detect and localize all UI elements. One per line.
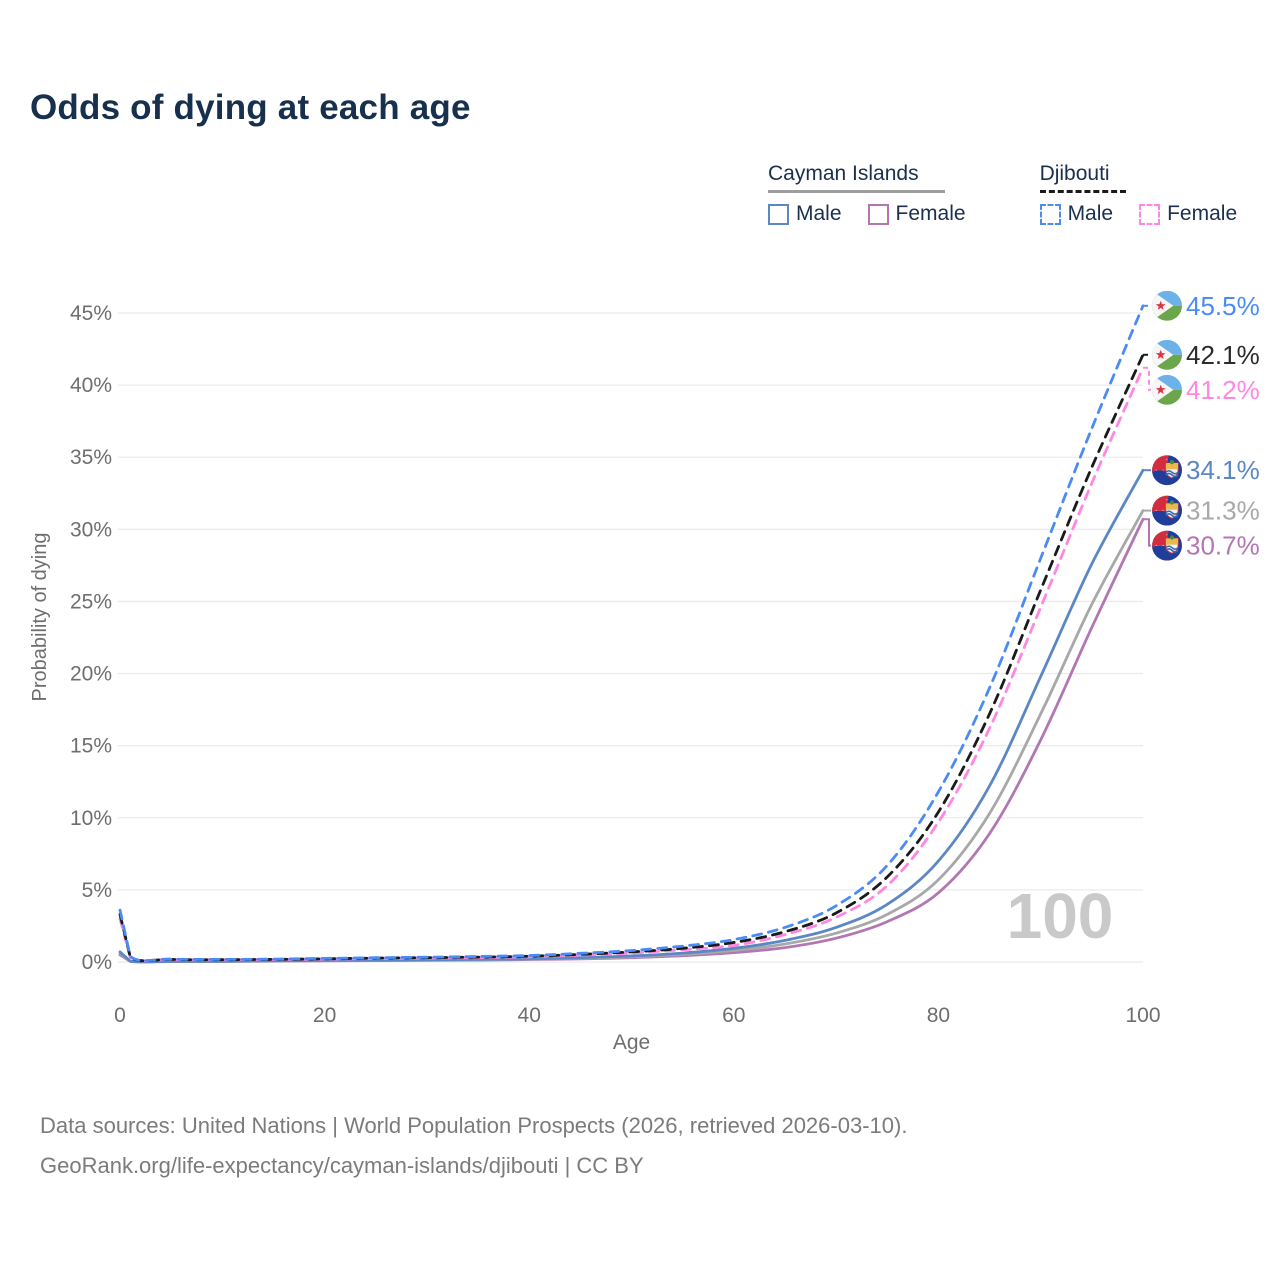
end-label-value: 42.1% bbox=[1186, 340, 1260, 370]
cayman-female-swatch-icon bbox=[867, 203, 889, 225]
cayman-flag-icon bbox=[1152, 455, 1182, 486]
y-tick-30: 30% bbox=[70, 518, 112, 541]
end-label-value: 31.3% bbox=[1186, 496, 1260, 526]
x-tick-80: 80 bbox=[927, 1004, 950, 1027]
chart-title: Odds of dying at each age bbox=[30, 88, 471, 127]
end-label-value: 45.5% bbox=[1186, 291, 1260, 321]
y-tick-25: 25% bbox=[70, 590, 112, 613]
djibouti-flag-icon bbox=[1152, 374, 1182, 405]
footer-data-sources: Data sources: United Nations | World Pop… bbox=[40, 1113, 908, 1138]
legend-item-label: Female bbox=[895, 202, 966, 225]
y-tick-0: 0% bbox=[82, 951, 112, 974]
cayman-flag-icon bbox=[1152, 530, 1182, 561]
x-tick-40: 40 bbox=[518, 1004, 541, 1027]
legend: Cayman Islands Male Female Djibouti Male bbox=[768, 162, 1237, 226]
legend-items-cayman: Male Female bbox=[768, 202, 966, 226]
series-line-cayman-islands-both-sexes[interactable] bbox=[118, 509, 1145, 964]
x-axis-title: Age bbox=[613, 1031, 650, 1054]
legend-item-label: Male bbox=[796, 202, 842, 225]
end-label-connector bbox=[1143, 518, 1151, 547]
end-label-djibouti-both-sexes[interactable]: 42.1% bbox=[1143, 339, 1260, 370]
end-label-djibouti-female[interactable]: 41.2% bbox=[1143, 366, 1260, 405]
legend-country-djibouti[interactable]: Djibouti bbox=[1039, 162, 1126, 193]
legend-item-label: Male bbox=[1067, 202, 1114, 225]
y-tick-40: 40% bbox=[70, 374, 112, 397]
end-label-djibouti-male[interactable]: 45.5% bbox=[1143, 290, 1260, 321]
cayman-flag-icon bbox=[1152, 495, 1182, 526]
legend-group-cayman-islands: Cayman Islands Male Female bbox=[768, 162, 966, 226]
legend-country-cayman-islands[interactable]: Cayman Islands bbox=[768, 162, 945, 193]
footer: Data sources: United Nations | World Pop… bbox=[40, 1106, 907, 1186]
legend-item-djibouti-male[interactable]: Male bbox=[1039, 202, 1114, 226]
footer-attribution: GeoRank.org/life-expectancy/cayman-islan… bbox=[40, 1153, 644, 1178]
legend-item-cayman-female[interactable]: Female bbox=[867, 202, 966, 226]
series-line-cayman-islands-female[interactable] bbox=[118, 517, 1145, 964]
end-label-value: 30.7% bbox=[1186, 531, 1260, 561]
djibouti-female-swatch-icon bbox=[1139, 203, 1161, 225]
y-tick-15: 15% bbox=[70, 735, 112, 758]
djibouti-flag-icon bbox=[1152, 339, 1182, 370]
y-tick-20: 20% bbox=[70, 663, 112, 686]
end-label-cayman-islands-male[interactable]: 34.1% bbox=[1143, 455, 1260, 486]
x-tick-0: 0 bbox=[114, 1004, 126, 1027]
watermark-age: 100 bbox=[1007, 880, 1114, 952]
end-label-value: 34.1% bbox=[1186, 455, 1260, 485]
legend-group-djibouti: Djibouti Male Female bbox=[1039, 162, 1237, 226]
series-line-djibouti-both-sexes[interactable] bbox=[118, 353, 1145, 963]
x-tick-60: 60 bbox=[722, 1004, 745, 1027]
y-tick-35: 35% bbox=[70, 446, 112, 469]
series-line-djibouti-male[interactable] bbox=[118, 304, 1145, 962]
legend-item-cayman-male[interactable]: Male bbox=[768, 202, 842, 226]
djibouti-male-swatch-icon bbox=[1039, 203, 1061, 225]
end-label-cayman-islands-both-sexes[interactable]: 31.3% bbox=[1143, 495, 1260, 526]
legend-item-djibouti-female[interactable]: Female bbox=[1139, 202, 1237, 226]
legend-items-djibouti: Male Female bbox=[1039, 202, 1237, 226]
end-label-connector bbox=[1143, 366, 1151, 391]
y-tick-10: 10% bbox=[70, 807, 112, 830]
y-tick-5: 5% bbox=[82, 879, 112, 902]
x-tick-20: 20 bbox=[313, 1004, 336, 1027]
djibouti-flag-icon bbox=[1152, 290, 1182, 321]
legend-item-label: Female bbox=[1167, 202, 1238, 225]
end-label-value: 41.2% bbox=[1186, 375, 1260, 405]
y-axis-title: Probability of dying bbox=[29, 533, 51, 702]
y-tick-45: 45% bbox=[70, 302, 112, 325]
x-tick-100: 100 bbox=[1125, 1004, 1160, 1027]
cayman-male-swatch-icon bbox=[768, 203, 789, 225]
